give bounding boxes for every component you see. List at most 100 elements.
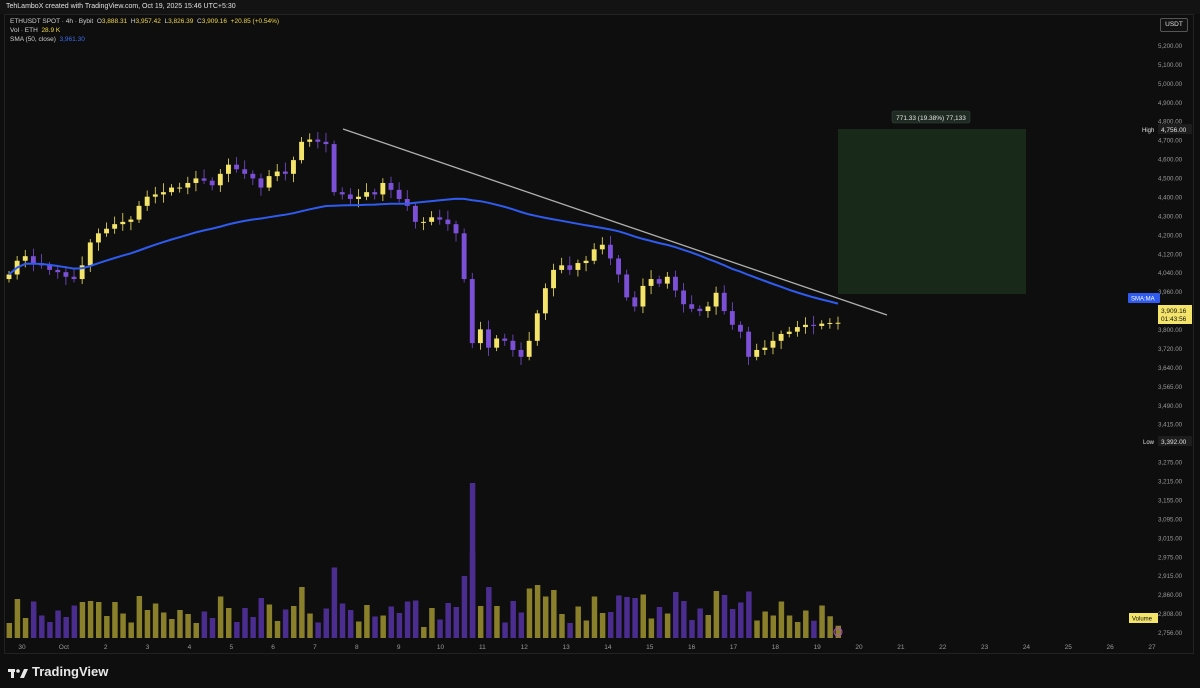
candle-body [380,182,386,195]
candle-body [185,182,191,188]
volume-bar [120,613,126,638]
candle [396,182,402,203]
candle-body [421,221,426,223]
candle-body [47,265,53,270]
candle-body [128,219,134,222]
x-tick-label: 6 [271,644,275,651]
candle [144,190,150,211]
y-tick-label: 3,215.00 [1158,479,1183,486]
volume-bar [6,623,13,638]
candle-body [193,178,199,183]
candle-body [437,217,443,220]
candle [201,169,207,185]
chart-svg[interactable]: 5,200.00 5,100.00 5,000.00 4,900.00 4,800.00… [0,0,1200,656]
currency-button[interactable]: USDT [1160,18,1188,32]
legend-ohlc-row: ETHUSDT SPOT · 4h · Bybit O3,888.31 H3,9… [10,17,279,26]
sma-line[interactable] [8,197,839,305]
candle [421,217,426,231]
volume-bar [112,602,118,638]
trendline[interactable] [342,128,888,316]
y-tick-label: 3,095.00 [1158,516,1183,523]
candle-body [388,182,394,190]
volume-tag: Volume [1129,613,1158,623]
candle [79,256,85,285]
brand-name: TradingView [32,664,109,679]
candle [71,269,77,283]
volume-bar [47,622,53,638]
volume-bar [526,588,533,638]
candle-body [55,269,61,273]
candle [315,131,321,149]
candle [681,282,687,313]
candle [30,248,36,272]
y-tick-label: 2,756.00 [1158,630,1183,637]
legend-high-value: 3,957.42 [135,18,161,25]
candle-body [786,331,792,334]
candle-body [469,279,475,344]
candle [104,222,109,237]
y-tick-label: 3,155.00 [1158,497,1183,504]
volume-bar [209,618,216,638]
candle [656,275,662,288]
candle [128,216,134,231]
price-axis[interactable]: 5,200.00 5,100.00 5,000.00 4,900.00 4,800.00… [1158,43,1183,637]
volume-bar [656,607,663,638]
volume-bar [567,623,573,638]
time-axis[interactable]: 30 Oct 2 3 4 5 6 7 8 9 10 11 12 13 14 15 16 17 18 19 20 21 22 2… [18,644,1156,651]
candle-body [120,221,126,225]
volume-bar [429,608,435,638]
candle-body [461,233,467,280]
candle-body [104,228,109,234]
y-tick-label: 2,975.00 [1158,554,1183,561]
candle [6,271,12,283]
volume-bar [518,612,525,638]
candle [778,330,784,350]
target-zone-box[interactable] [838,129,1026,294]
candle [624,269,630,301]
y-tick-label: 4,600.00 [1158,157,1183,164]
y-tick-label: 5,200.00 [1158,43,1183,50]
candle [591,243,597,265]
measure-label-bg [891,110,971,124]
volume-bar [331,567,338,638]
volume-bar [697,608,703,638]
volume-bar [421,627,427,638]
y-tick-label: 3,720.00 [1158,346,1183,353]
volume-indicator-icon[interactable] [833,627,843,637]
candle [494,335,500,352]
legend-sma-row[interactable]: SMA (50, close) 3,961.30 [10,35,279,44]
volume-bar [713,591,720,638]
volume-bar [30,601,37,638]
volume-bar [477,606,484,638]
candle-body [282,171,288,174]
volume-bar [486,587,492,638]
x-tick-label: 10 [437,644,445,651]
x-tick-label: 11 [479,644,486,651]
candle [95,228,101,251]
volume-bar [502,622,508,638]
legend-volume-row[interactable]: Vol · ETH 28.9 K [10,26,279,35]
measure-label: 771.33 (19.38%) 77,133 [896,115,966,122]
tradingview-logo[interactable]: TradingView [8,664,108,679]
legend-sma-value: 3,961.30 [59,36,85,43]
candle [177,182,183,193]
candle-body [778,333,784,341]
y-tick-label: 4,500.00 [1158,176,1183,183]
candle [160,183,166,203]
y-tick-label: 2,860.00 [1158,592,1183,599]
candle [209,177,215,191]
candle [575,259,581,277]
volume-bar [721,595,728,638]
legend-symbol[interactable]: ETHUSDT SPOT · 4h · Bybit [10,18,94,25]
volume-bar [250,617,256,638]
candle [738,321,743,339]
candle-body [177,187,183,189]
candle-body [664,276,670,284]
candle-body [575,263,581,270]
volume-bar [95,602,102,638]
candle [347,188,353,206]
candle [697,305,703,317]
candle [217,169,223,192]
candle [242,160,248,179]
candle-body [721,292,727,312]
